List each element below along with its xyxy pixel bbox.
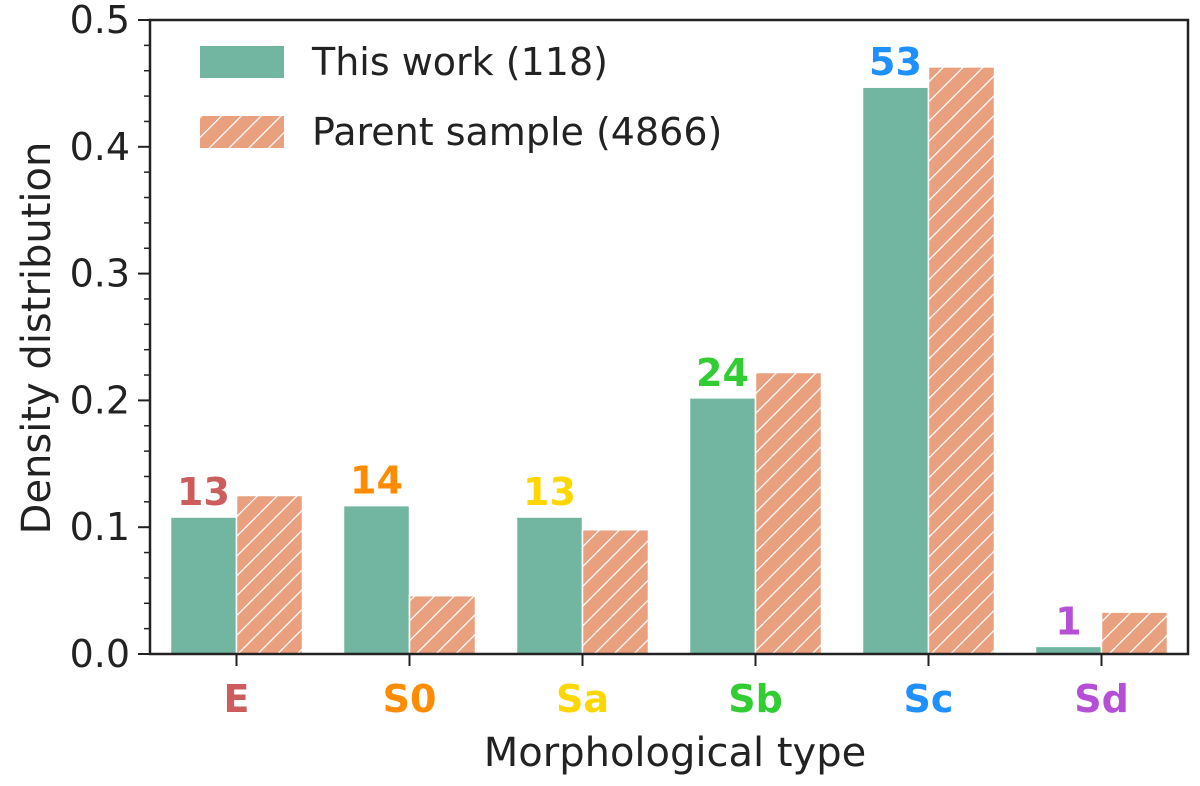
legend-label-this-work: This work (118)	[311, 40, 608, 84]
y-tick-label: 0.0	[70, 632, 130, 676]
count-labels-group: 13 14 13 24 53 1	[177, 40, 1082, 643]
bar-this-work-sc	[861, 86, 930, 655]
count-label-sd: 1	[1055, 599, 1081, 643]
x-tick-label-sb: Sb	[728, 677, 783, 721]
plot-frame	[148, 18, 1190, 656]
bar-this-work-sa	[515, 516, 584, 655]
bar-parent-sample-sa	[581, 528, 650, 655]
y-tick-label: 0.2	[70, 378, 130, 422]
x-tick-label-sd: Sd	[1074, 677, 1129, 721]
y-tick-label: 0.4	[70, 125, 130, 169]
bar-parent-sample-s0	[408, 594, 477, 655]
x-tick-label-s0: S0	[383, 677, 437, 721]
bars-group	[169, 66, 1169, 655]
bar-this-work-s0	[342, 504, 411, 655]
bar-parent-sample-e	[235, 494, 304, 655]
legend-swatch-this-work	[200, 46, 284, 78]
bar-parent-sample-sd	[1100, 611, 1169, 655]
count-label-sb: 24	[696, 351, 749, 395]
x-axis-title: Morphological type	[484, 730, 866, 776]
bar-this-work-e	[169, 516, 238, 655]
y-tick-label: 0.3	[70, 252, 130, 296]
x-tick-label-sc: Sc	[904, 677, 954, 721]
bar-parent-sample-sc	[927, 66, 996, 655]
x-tick-label-e: E	[224, 677, 250, 721]
count-label-sa: 13	[523, 470, 576, 514]
legend-swatch-parent-sample	[200, 116, 284, 148]
x-tick-label-sa: Sa	[556, 677, 609, 721]
bar-this-work-sb	[688, 397, 757, 655]
y-tick-label: 0.5	[70, 0, 130, 42]
count-label-e: 13	[177, 470, 230, 514]
y-axis-title: Density distribution	[14, 142, 60, 535]
axes-group: E S0 Sa Sb Sc Sd 0.0 0.1 0.2 0.3 0.4 0.5	[70, 0, 1190, 721]
bar-parent-sample-sb	[754, 371, 823, 655]
y-tick-label: 0.1	[70, 505, 130, 549]
legend-label-parent-sample: Parent sample (4866)	[312, 110, 722, 154]
count-label-s0: 14	[350, 459, 403, 503]
legend: This work (118) Parent sample (4866)	[200, 40, 722, 154]
count-label-sc: 53	[869, 40, 922, 84]
